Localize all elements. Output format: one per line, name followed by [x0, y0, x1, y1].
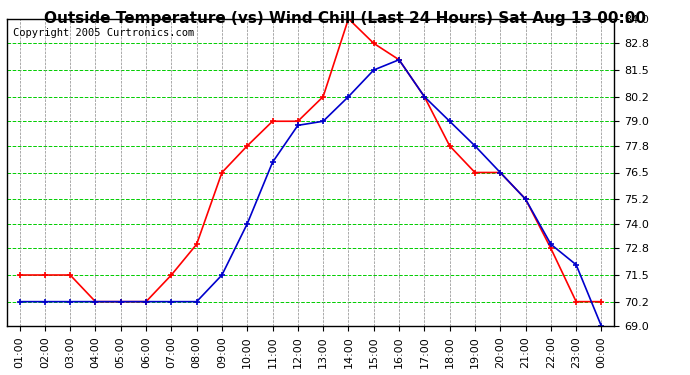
Text: Copyright 2005 Curtronics.com: Copyright 2005 Curtronics.com: [13, 28, 194, 38]
Text: Outside Temperature (vs) Wind Chill (Last 24 Hours) Sat Aug 13 00:00: Outside Temperature (vs) Wind Chill (Las…: [44, 11, 646, 26]
